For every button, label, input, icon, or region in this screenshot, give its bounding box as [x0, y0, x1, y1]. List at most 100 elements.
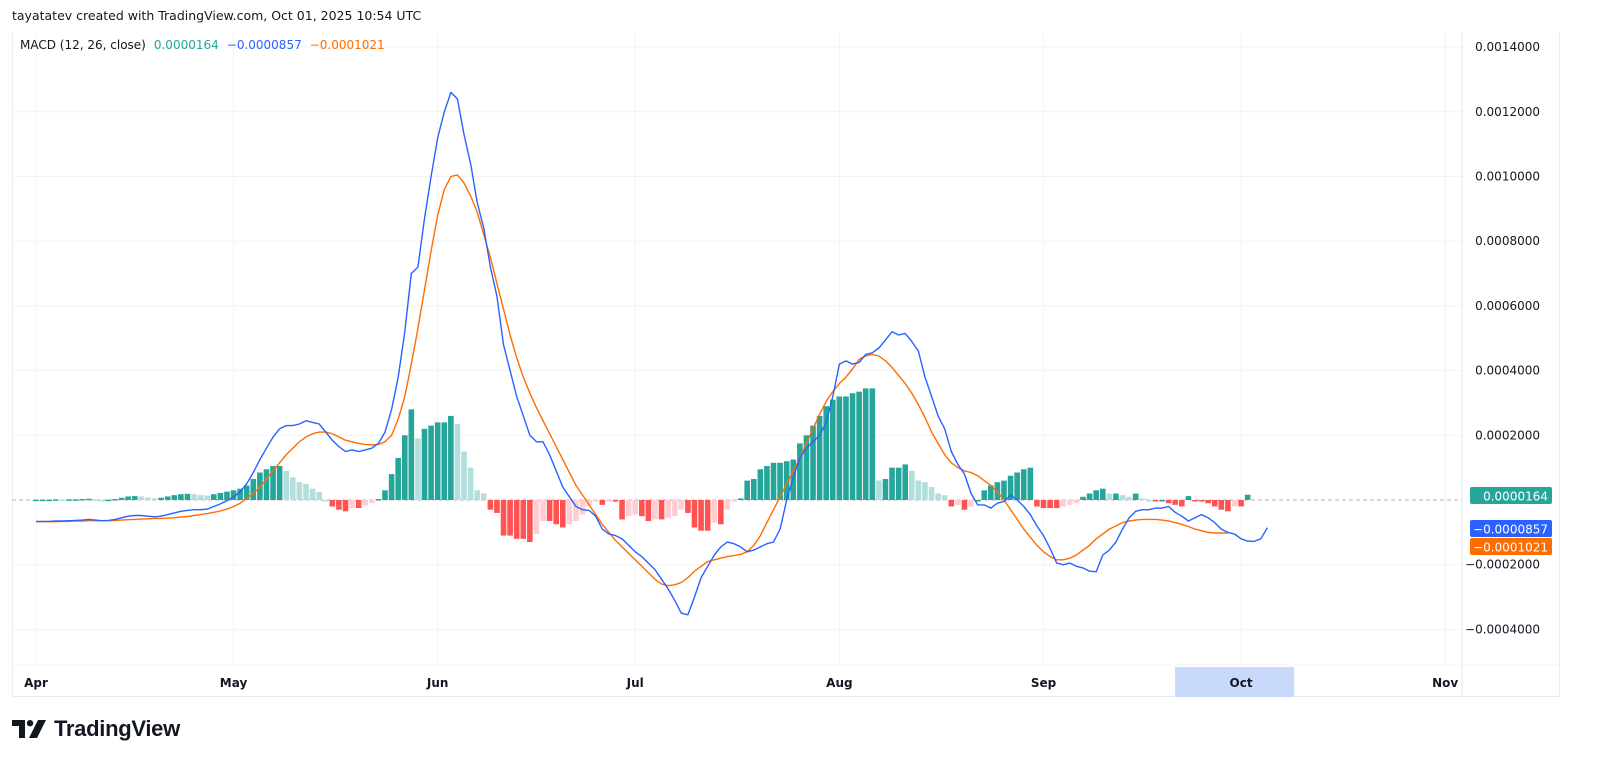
- histogram-bar: [513, 500, 520, 539]
- histogram-bar: [1007, 475, 1014, 500]
- histogram-bar: [99, 500, 105, 502]
- histogram-bar: [1172, 500, 1179, 505]
- histogram-bar: [546, 500, 553, 522]
- price-scale[interactable]: 0.0014000 0.0012000 0.0010000 0.0008000 0.00…: [1465, 40, 1540, 636]
- histogram-bar: [533, 500, 540, 534]
- price-tick-label: 0.0010000: [1475, 170, 1540, 184]
- histogram-bar: [988, 485, 994, 500]
- attribution-text: tayatatev created with TradingView.com, …: [12, 8, 422, 23]
- histogram-value: 0.0000164: [153, 38, 219, 52]
- histogram-bar: [1205, 500, 1211, 504]
- histogram-bar: [520, 500, 527, 539]
- histogram-bar: [263, 469, 270, 500]
- histogram-bar: [494, 500, 500, 513]
- histogram-bar: [658, 500, 665, 520]
- indicator-legend[interactable]: MACD (12, 26, close) 0.0000164 −0.000085…: [20, 38, 385, 52]
- histogram-bar: [283, 470, 290, 500]
- price-tick-label: 0.0004000: [1475, 364, 1540, 378]
- histogram-bar: [171, 495, 178, 500]
- histogram-bar: [876, 480, 882, 500]
- histogram-bar: [757, 469, 764, 500]
- histogram-bar: [1211, 500, 1218, 507]
- histogram-bar: [955, 500, 961, 505]
- histogram-bar: [645, 500, 652, 522]
- histogram-bar: [632, 500, 639, 515]
- histogram-bar: [823, 406, 829, 500]
- macd-value: −0.0000857: [226, 38, 302, 52]
- histogram-bar: [322, 500, 329, 502]
- histogram-bar: [79, 499, 85, 501]
- histogram-bar: [1060, 500, 1067, 507]
- histogram-bar: [816, 415, 823, 500]
- histogram-bar: [369, 500, 375, 504]
- histogram-bar: [915, 480, 922, 500]
- histogram-bar: [586, 500, 592, 506]
- histogram-bar: [579, 500, 586, 515]
- histogram-bar: [599, 500, 606, 505]
- histogram-bar: [1178, 500, 1185, 507]
- tradingview-logo-icon: [12, 720, 46, 738]
- histogram-bar: [961, 500, 968, 510]
- histogram-bar: [270, 466, 276, 500]
- histogram-bar: [625, 500, 632, 517]
- histogram-bar: [158, 497, 164, 500]
- histogram-bar: [250, 478, 257, 500]
- histogram-bar: [849, 393, 856, 500]
- histogram-bar: [1146, 500, 1152, 502]
- histogram-bar: [744, 480, 750, 500]
- time-scale[interactable]: Apr May Jun Jul Aug Sep Oct Nov: [24, 667, 1458, 697]
- histogram-bar: [1086, 493, 1093, 500]
- histogram-bar: [191, 494, 197, 500]
- histogram-bar: [342, 500, 349, 512]
- histogram-bar: [573, 500, 579, 522]
- time-tick-label: Jun: [426, 676, 449, 690]
- histogram-bar: [843, 396, 849, 500]
- chart-pane[interactable]: [12, 32, 1560, 697]
- histogram-bar: [797, 443, 803, 500]
- histogram-bar: [204, 495, 211, 500]
- signal-badge: [1470, 538, 1552, 555]
- price-tick-label: 0.0008000: [1475, 234, 1540, 248]
- tradingview-wordmark: TradingView: [54, 716, 180, 741]
- histogram-bar: [764, 466, 770, 500]
- time-tick-label: Oct: [1230, 676, 1253, 690]
- price-tick-label: 0.0012000: [1475, 105, 1540, 119]
- time-tick-label: Jul: [626, 676, 644, 690]
- histogram-bar: [612, 500, 619, 502]
- histogram-bar: [1139, 498, 1146, 500]
- histogram-bar: [968, 500, 974, 507]
- histogram-bar: [592, 500, 599, 502]
- histogram-bar: [803, 435, 810, 500]
- histogram-bar: [665, 500, 671, 518]
- time-tick-label: May: [220, 676, 248, 690]
- histogram-bar: [329, 500, 336, 507]
- histogram-bar: [553, 500, 560, 525]
- tradingview-logo[interactable]: TradingView: [12, 716, 180, 742]
- price-tick-label: −0.0004000: [1465, 622, 1540, 636]
- histogram-bar: [777, 462, 783, 500]
- histogram-bar: [1106, 493, 1113, 500]
- histogram-bar: [59, 499, 66, 502]
- histogram-bar: [671, 500, 678, 517]
- histogram-bar: [902, 464, 909, 500]
- histogram-bar: [1126, 496, 1132, 500]
- histogram-bar: [467, 467, 474, 500]
- last-value-badges: 0.0000164 −0.0000857 −0.0001021: [1470, 487, 1552, 555]
- histogram-bar: [810, 425, 816, 500]
- histogram-bar: [1165, 500, 1172, 504]
- histogram-bar: [941, 495, 948, 500]
- histogram-bar: [566, 500, 573, 525]
- signal-value: −0.0001021: [309, 38, 385, 52]
- histogram-bar: [731, 500, 737, 502]
- histogram-bar: [290, 477, 296, 500]
- histogram-bar: [928, 487, 935, 500]
- histogram-bar: [1014, 472, 1020, 500]
- histogram-bar: [836, 396, 843, 500]
- histogram-bar: [540, 500, 546, 522]
- histogram-bar: [1040, 500, 1047, 509]
- histogram-bar: [909, 470, 915, 500]
- histogram-bar: [448, 415, 454, 500]
- histogram-bar: [1225, 500, 1231, 512]
- indicator-name[interactable]: MACD (12, 26, close): [20, 38, 146, 52]
